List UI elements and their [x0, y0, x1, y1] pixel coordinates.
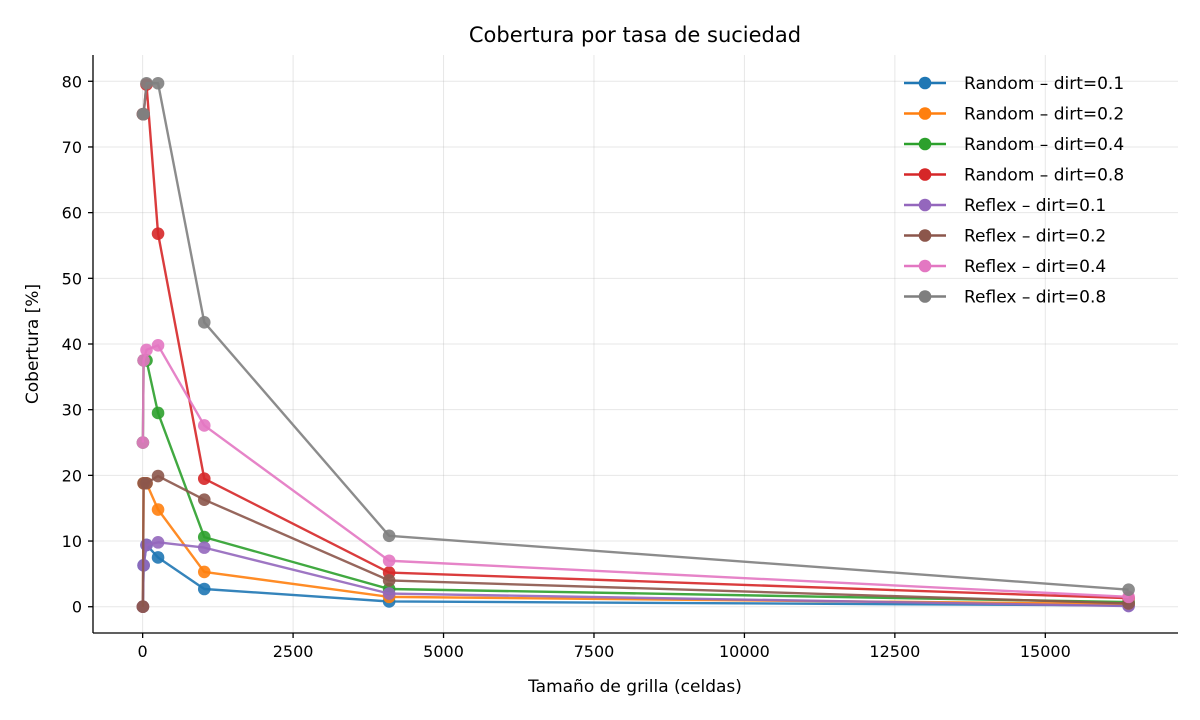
data-point [151, 551, 165, 564]
data-point [151, 469, 165, 483]
legend-marker [918, 76, 932, 90]
legend-marker [918, 290, 932, 303]
series-2 [136, 354, 1135, 609]
y-tick-label: 30 [62, 401, 82, 420]
y-tick-label: 70 [62, 138, 82, 157]
legend-label: Reflex – dirt=0.1 [964, 196, 1106, 216]
data-point [140, 343, 153, 357]
data-point [151, 406, 165, 420]
data-point [197, 530, 211, 544]
legend-marker [918, 137, 932, 151]
y-axis-label: Cobertura [%] [23, 284, 43, 404]
legend-label: Random – dirt=0.4 [964, 135, 1124, 155]
legend-marker [918, 259, 932, 273]
data-point [382, 529, 396, 543]
series-5 [136, 469, 1135, 614]
y-tick-label: 20 [62, 466, 82, 485]
series-layer [136, 76, 1135, 614]
x-tick-label: 5000 [423, 642, 464, 661]
grid [93, 55, 1178, 633]
legend-entry: Random – dirt=0.8 [904, 166, 1124, 186]
legend: Random – dirt=0.1 Random – dirt=0.2 Random… [904, 74, 1124, 308]
legend-entry: Reflex – dirt=0.2 [904, 227, 1106, 247]
legend-entry: Reflex – dirt=0.4 [904, 257, 1106, 277]
y-tick-label: 80 [62, 72, 82, 91]
legend-marker [918, 168, 932, 181]
data-point [197, 419, 211, 432]
data-point [136, 600, 150, 614]
data-point [382, 554, 396, 568]
legend-entry: Reflex – dirt=0.1 [904, 196, 1106, 216]
y-ticks: 0 10 20 30 40 50 60 70 80 [62, 72, 93, 617]
series-line [142, 82, 1129, 591]
data-point [151, 339, 165, 352]
data-point [197, 316, 211, 329]
series-line [142, 83, 1129, 600]
x-tick-label: 12500 [869, 642, 920, 661]
y-tick-label: 50 [62, 269, 82, 288]
x-tick-label: 0 [138, 642, 148, 661]
legend-label: Reflex – dirt=0.4 [964, 257, 1106, 277]
data-point [137, 354, 150, 367]
x-axis-label: Tamaño de grilla (celdas) [527, 677, 742, 697]
legend-label: Random – dirt=0.8 [964, 166, 1124, 186]
legend-marker [918, 107, 932, 120]
chart-title: Cobertura por tasa de suciedad [469, 23, 801, 47]
data-point [151, 76, 165, 90]
data-point [382, 587, 396, 600]
y-tick-label: 60 [62, 204, 82, 223]
data-point [197, 582, 211, 596]
x-tick-label: 10000 [719, 642, 770, 661]
data-point [137, 107, 150, 121]
data-point [151, 227, 165, 240]
data-point [1122, 583, 1135, 596]
data-point [382, 574, 396, 587]
y-tick-label: 0 [72, 598, 82, 617]
legend-entry: Random – dirt=0.2 [904, 105, 1124, 125]
series-7 [136, 76, 1135, 596]
data-point [140, 76, 153, 90]
series-line [141, 359, 1129, 604]
x-ticks: 0 2500 5000 7500 10000 12500 15000 [138, 633, 1071, 661]
x-tick-label: 7500 [574, 642, 615, 661]
data-point [197, 565, 211, 579]
legend-label: Reflex – dirt=0.2 [964, 227, 1106, 247]
legend-label: Random – dirt=0.1 [964, 74, 1124, 94]
series-3 [136, 78, 1135, 605]
legend-marker [918, 229, 932, 242]
series-line [141, 541, 1129, 608]
legend-entry: Random – dirt=0.1 [904, 74, 1124, 94]
data-point [151, 536, 165, 549]
series-line [141, 344, 1129, 599]
y-tick-label: 10 [62, 532, 82, 551]
legend-label: Random – dirt=0.2 [964, 105, 1124, 125]
legend-entry: Random – dirt=0.4 [904, 135, 1124, 155]
legend-label: Reflex – dirt=0.8 [964, 288, 1106, 308]
data-point [197, 541, 211, 554]
data-point [140, 476, 153, 490]
legend-marker [918, 198, 932, 212]
series-4 [136, 536, 1135, 614]
data-point [197, 472, 211, 485]
x-tick-label: 15000 [1020, 642, 1071, 661]
legend-entry: Reflex – dirt=0.8 [904, 288, 1106, 308]
data-point [136, 436, 150, 449]
series-6 [136, 339, 1135, 604]
data-point [197, 493, 211, 506]
data-point [151, 503, 165, 516]
y-tick-label: 40 [62, 335, 82, 354]
x-tick-label: 2500 [273, 642, 314, 661]
